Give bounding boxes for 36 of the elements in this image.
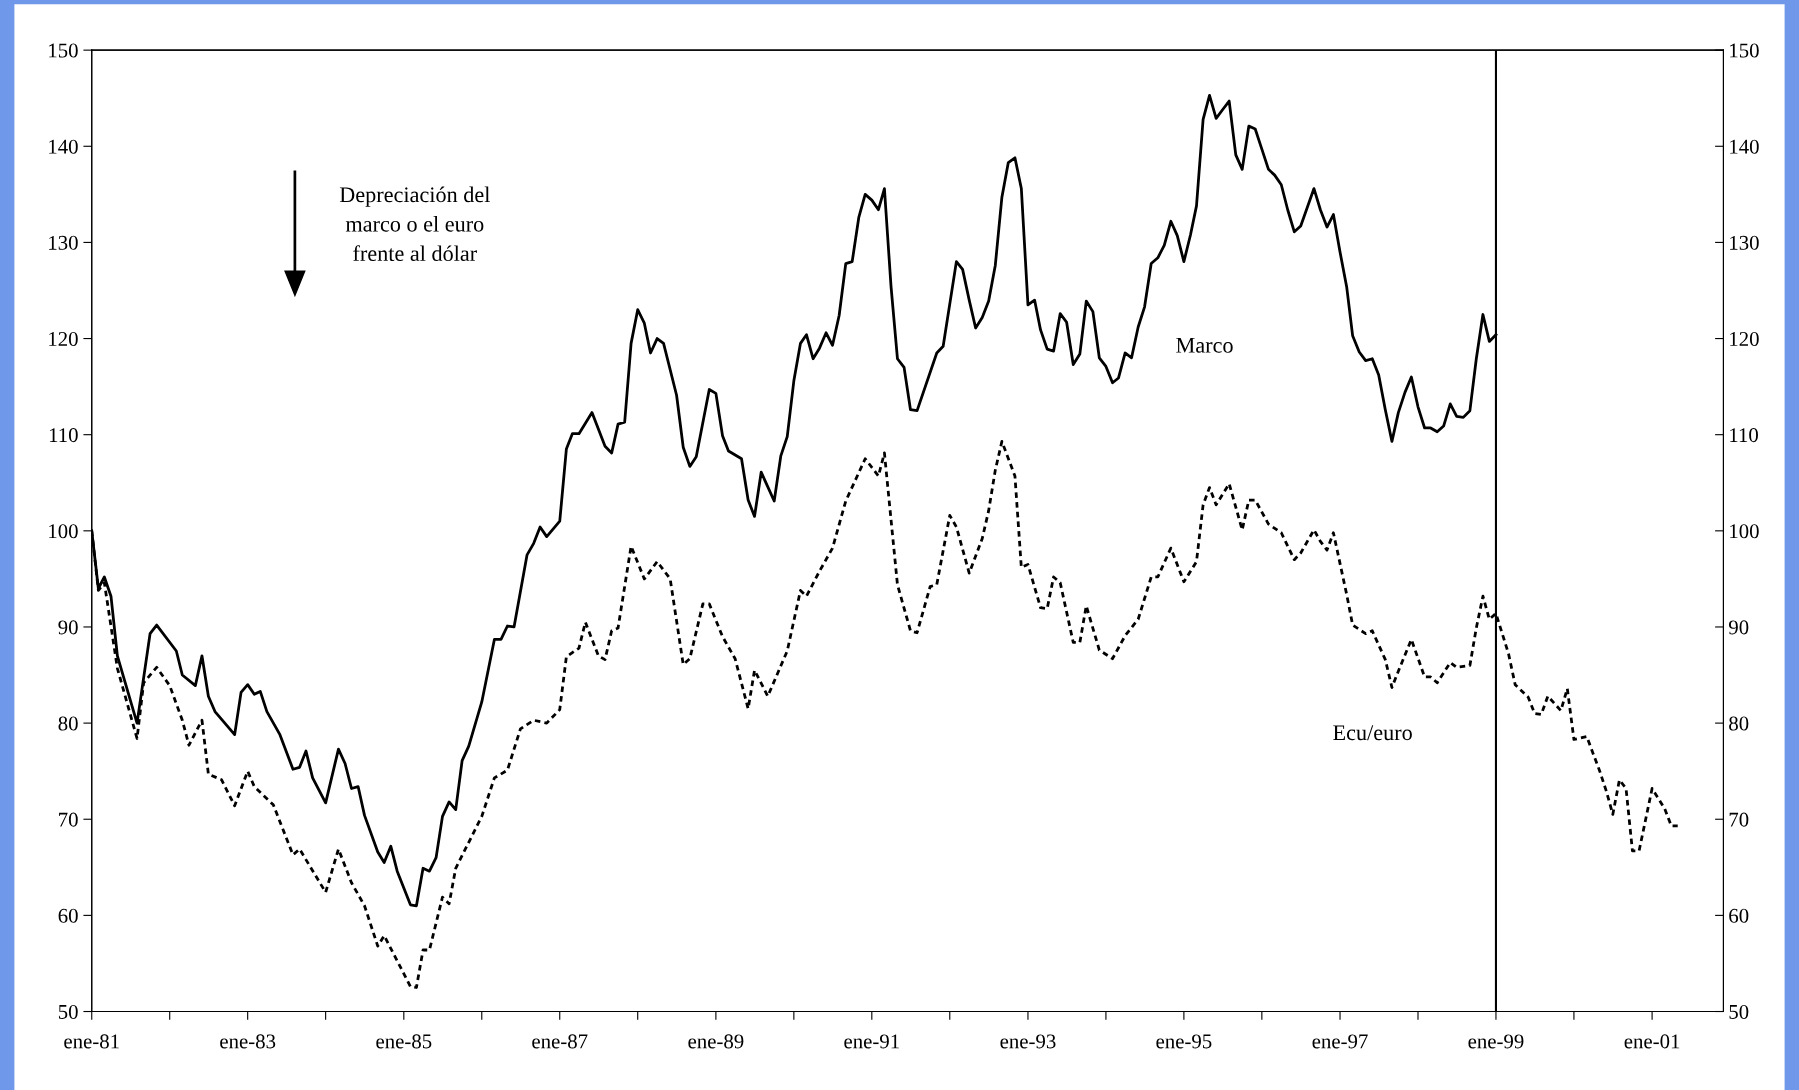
y-tick-label: 100 — [49, 524, 78, 539]
series-label: Marco — [1176, 338, 1233, 353]
x-tick-label: ene-97 — [1312, 1034, 1368, 1049]
y2-tick-label: 110 — [1730, 428, 1758, 443]
y2-tick-label: 100 — [1730, 524, 1759, 539]
y-tick-label: 80 — [58, 716, 78, 731]
y2-tick-label: 80 — [1729, 716, 1749, 731]
annotation: Depreciación del marco o el euro frente al dólar — [339, 186, 490, 262]
x-tick-label: ene-91 — [844, 1034, 899, 1049]
y-tick-label: 50 — [58, 1004, 78, 1019]
x-tick-label: ene-89 — [688, 1034, 744, 1049]
y-tick-label: 110 — [49, 428, 78, 443]
y2-tick-label: 90 — [1728, 620, 1749, 635]
y2-tick-label: 140 — [1730, 139, 1759, 154]
y2-tick-label: 60 — [1729, 908, 1749, 923]
y2-tick-label: 150 — [1730, 43, 1759, 58]
y-tick-label: 60 — [58, 908, 78, 923]
series-label: Ecu/euro — [1333, 725, 1412, 741]
y-tick-label: 120 — [49, 331, 78, 346]
x-tick-label: ene-93 — [1000, 1034, 1056, 1049]
y-tick-label: 140 — [49, 139, 78, 154]
x-tick-label: ene-87 — [532, 1034, 588, 1049]
x-tick-label: ene-83 — [220, 1034, 276, 1049]
y2-tick-label: 50 — [1729, 1004, 1749, 1019]
y-tick-label: 70 — [59, 812, 78, 827]
y2-tick-label: 70 — [1729, 812, 1749, 827]
x-tick-label: ene-85 — [376, 1034, 432, 1049]
x-tick-label: ene-01 — [1624, 1034, 1680, 1049]
y2-tick-label: 130 — [1730, 235, 1759, 250]
y-tick-label: 90 — [58, 620, 78, 635]
x-tick-label: ene-99 — [1468, 1034, 1524, 1049]
y-tick-label: 150 — [49, 43, 78, 58]
x-tick-label: ene-95 — [1156, 1034, 1212, 1049]
y-tick-label: 130 — [49, 235, 78, 250]
y2-tick-label: 120 — [1730, 331, 1759, 346]
x-tick-label: ene-81 — [64, 1034, 119, 1049]
